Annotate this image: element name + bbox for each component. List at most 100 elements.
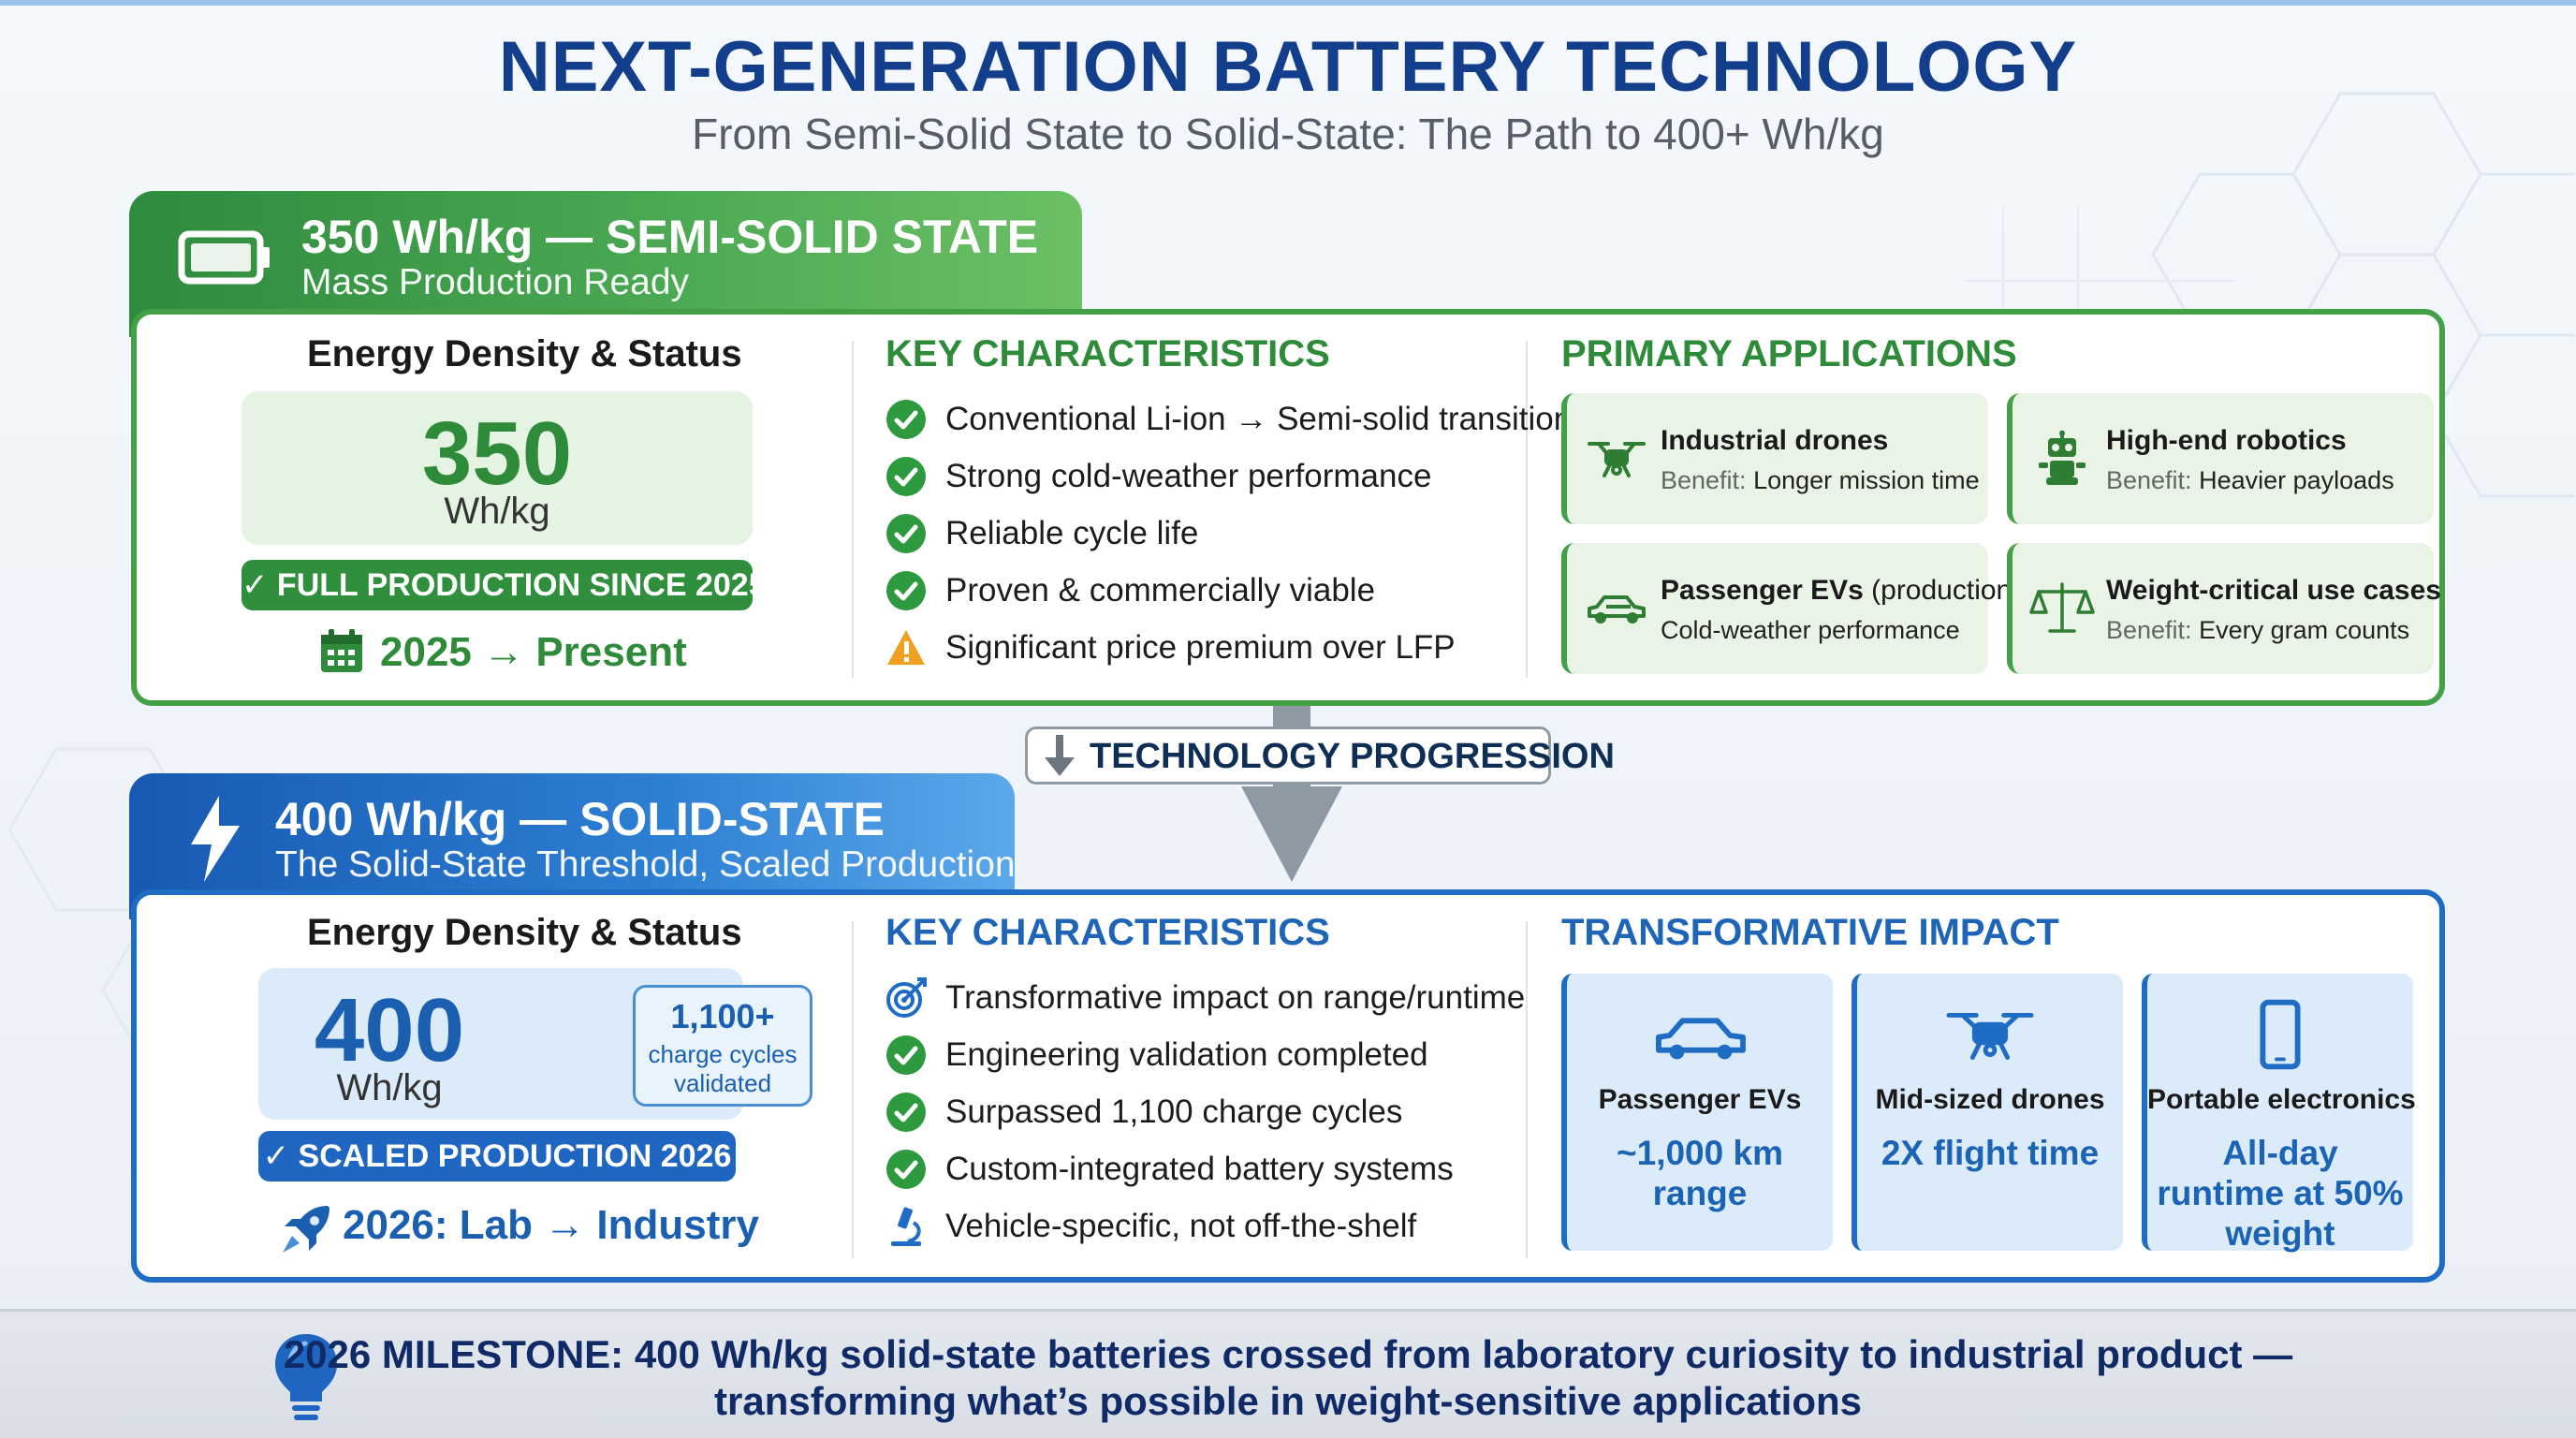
semi-solid-density-unit: Wh/kg: [444, 491, 550, 532]
impact-value: All-day runtime at 50% weight: [2157, 1134, 2404, 1253]
calendar-icon: [321, 629, 362, 672]
check-circle-icon: [886, 400, 926, 439]
solid-state-timeline: 2026: Lab → Industry: [343, 1202, 760, 1248]
impact-card-passenger-evs: Passenger EVs ~1,000 km range: [1561, 974, 1833, 1251]
drone-icon: [1946, 1013, 2034, 1060]
primary-applications-heading: PRIMARY APPLICATIONS: [1561, 333, 2017, 374]
drone-icon: [1588, 442, 1646, 477]
list-item: Significant price premium over LFP: [886, 627, 1456, 668]
list-item: Custom-integrated battery systems: [886, 1149, 1454, 1190]
solid-state-density-value: 400: [314, 980, 465, 1080]
full-production-badge: ✓ FULL PRODUCTION SINCE 2025: [242, 560, 767, 610]
characteristic-text: Reliable cycle life: [945, 515, 1199, 551]
page-title: NEXT-GENERATION BATTERY TECHNOLOGY: [498, 27, 2078, 107]
list-item: Transformative impact on range/runtime: [886, 977, 1525, 1019]
semi-solid-density-heading: Energy Density & Status: [307, 333, 742, 374]
column-divider: [852, 921, 854, 1258]
application-card-weight-critical: Weight-critical use cases Benefit: Every…: [2007, 543, 2441, 674]
cycles-line1: charge cycles: [648, 1040, 798, 1068]
warning-icon: [887, 630, 925, 665]
impact-title: Passenger EVs: [1598, 1084, 1802, 1115]
cycles-line2: validated: [673, 1069, 772, 1097]
list-item: Vehicle-specific, not off-the-shelf: [886, 1206, 1416, 1247]
list-item: Strong cold-weather performance: [886, 456, 1431, 497]
scale-icon: [2029, 582, 2095, 633]
characteristic-text: Surpassed 1,100 charge cycles: [945, 1093, 1403, 1130]
milestone-footer: 2026 MILESTONE: 400 Wh/kg solid-state ba…: [0, 1309, 2576, 1438]
impact-title: Mid-sized drones: [1875, 1084, 2105, 1115]
cycles-validated-badge: 1,100+ charge cycles validated: [633, 985, 812, 1107]
characteristic-text: Proven & commercially viable: [945, 572, 1376, 609]
impact-value: 2X flight time: [1881, 1134, 2100, 1172]
page-subtitle: From Semi-Solid State to Solid-State: Th…: [692, 110, 1884, 158]
solid-state-density-heading: Energy Density & Status: [307, 912, 742, 953]
phone-icon: [2260, 999, 2301, 1070]
application-title: Passenger EVs (production): [1661, 575, 2022, 606]
application-title: Weight-critical use cases: [2106, 575, 2441, 606]
semi-solid-density-value: 350: [421, 404, 573, 504]
list-item: Reliable cycle life: [886, 513, 1198, 554]
microscope-icon: [891, 1207, 921, 1246]
car-icon: [1655, 1018, 1746, 1060]
top-accent-bar: [0, 0, 2576, 6]
solid-state-title: 400 Wh/kg — SOLID-STATE: [275, 793, 885, 845]
battery-icon: [178, 230, 270, 285]
arrow-down-icon: [1045, 735, 1075, 776]
application-title: Industrial drones: [1661, 425, 1889, 456]
semi-solid-title: 350 Wh/kg — SEMI-SOLID STATE: [301, 211, 1039, 263]
list-item: Engineering validation completed: [886, 1034, 1428, 1076]
rocket-icon: [283, 1206, 329, 1253]
list-item: Proven & commercially viable: [886, 570, 1375, 611]
technology-progression-label: TECHNOLOGY PROGRESSION: [1025, 726, 1615, 785]
check-circle-icon: [886, 1035, 926, 1075]
impact-title: Portable electronics: [2147, 1084, 2416, 1115]
target-icon: [886, 977, 927, 1018]
column-divider: [1526, 921, 1528, 1258]
application-card-industrial-drones: Industrial drones Benefit: Longer missio…: [1561, 393, 1988, 524]
solid-state-density-box: 400 Wh/kg 1,100+ charge cycles validated: [258, 968, 812, 1120]
column-divider: [1526, 341, 1528, 678]
progression-text: TECHNOLOGY PROGRESSION: [1090, 737, 1615, 776]
semi-solid-subtitle: Mass Production Ready: [301, 262, 690, 302]
impact-card-mid-sized-drones: Mid-sized drones 2X flight time: [1852, 974, 2123, 1251]
check-circle-icon: [886, 1093, 926, 1132]
semi-solid-density-box: 350 Wh/kg: [242, 391, 753, 545]
car-icon: [1588, 595, 1646, 624]
lightbulb-icon: [275, 1334, 337, 1420]
application-benefit: Benefit: Longer mission time: [1661, 466, 1980, 494]
check-circle-icon: [886, 514, 926, 553]
check-circle-icon: [886, 571, 926, 610]
application-benefit: Cold-weather performance: [1661, 616, 1960, 644]
scaled-production-badge: ✓ SCALED PRODUCTION 2026: [258, 1131, 736, 1181]
cycles-value: 1,100+: [670, 997, 775, 1035]
check-circle-icon: [886, 1150, 926, 1189]
impact-value: ~1,000 km range: [1617, 1134, 1783, 1212]
solid-state-density-unit: Wh/kg: [336, 1067, 443, 1108]
milestone-line-2: transforming what’s possible in weight-s…: [714, 1379, 1862, 1423]
column-divider: [852, 341, 854, 678]
semi-solid-timeline: 2025 → Present: [380, 629, 687, 675]
transformative-impact-heading: TRANSFORMATIVE IMPACT: [1561, 912, 2059, 953]
milestone-line-1: 2026 MILESTONE: 400 Wh/kg solid-state ba…: [283, 1332, 2293, 1376]
application-title: High-end robotics: [2106, 425, 2347, 456]
solid-state-subtitle: The Solid-State Threshold, Scaled Produc…: [275, 844, 1016, 885]
characteristic-text: Transformative impact on range/runtime: [945, 979, 1526, 1016]
solid-state-characteristics-heading: KEY CHARACTERISTICS: [886, 912, 1330, 953]
characteristic-text: Significant price premium over LFP: [945, 629, 1456, 666]
check-circle-icon: [886, 457, 926, 496]
application-card-robotics: High-end robotics Benefit: Heavier paylo…: [2007, 393, 2434, 524]
list-item: Surpassed 1,100 charge cycles: [886, 1092, 1402, 1133]
robot-icon: [2039, 431, 2086, 485]
semi-solid-characteristics-heading: KEY CHARACTERISTICS: [886, 333, 1330, 374]
characteristic-text: Custom-integrated battery systems: [945, 1151, 1454, 1187]
characteristic-text: Vehicle-specific, not off-the-shelf: [945, 1208, 1417, 1244]
application-card-passenger-evs: Passenger EVs (production) Cold-weather …: [1561, 543, 2021, 674]
impact-card-portable-electronics: Portable electronics All-day runtime at …: [2142, 974, 2416, 1253]
characteristic-text: Engineering validation completed: [945, 1036, 1428, 1073]
characteristic-text: Strong cold-weather performance: [945, 458, 1432, 494]
list-item: Conventional Li-ion → Semi-solid transit…: [886, 399, 1572, 440]
application-benefit: Benefit: Every gram counts: [2106, 616, 2410, 644]
characteristic-text: Conventional Li-ion → Semi-solid transit…: [945, 401, 1573, 437]
lightning-icon: [191, 796, 240, 882]
application-benefit: Benefit: Heavier payloads: [2106, 466, 2394, 494]
